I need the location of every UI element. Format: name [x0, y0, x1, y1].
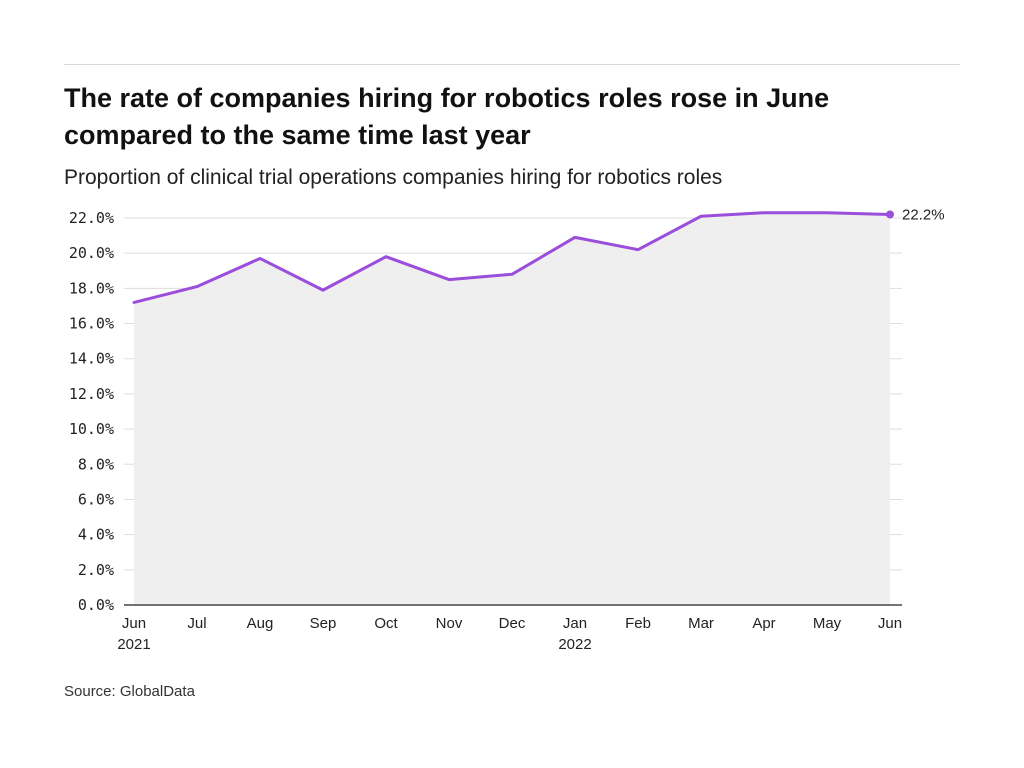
x-tick-year-label: 2022 [558, 636, 591, 653]
x-tick-year-label: 2021 [117, 636, 150, 653]
x-tick-label: Aug [247, 615, 274, 632]
chart-subtitle: Proportion of clinical trial operations … [64, 166, 723, 189]
y-tick-label: 6.0% [78, 490, 114, 508]
x-tick-label: Apr [752, 615, 775, 632]
y-tick-label: 16.0% [69, 315, 114, 333]
x-tick-label: Jun [878, 615, 902, 632]
y-tick-label: 20.0% [69, 244, 114, 262]
x-tick-label: Dec [499, 615, 526, 632]
x-tick-label: Sep [310, 615, 337, 632]
x-tick-label: May [813, 615, 842, 632]
series-line [132, 211, 892, 304]
y-tick-label: 0.0% [78, 596, 114, 614]
x-tick-label: Jun [122, 615, 146, 632]
y-tick-label: 8.0% [78, 455, 114, 473]
y-tick-label: 14.0% [69, 350, 114, 368]
x-tick-label: Oct [374, 615, 398, 632]
y-tick-label: 10.0% [69, 420, 114, 438]
chart-title: The rate of companies hiring for robotic… [64, 83, 830, 150]
y-tick-label: 4.0% [78, 526, 114, 544]
y-tick-label: 12.0% [69, 385, 114, 403]
x-tick-label: Nov [436, 615, 463, 632]
x-tick-label: Jan [563, 615, 587, 632]
end-value-label: 22.2% [902, 206, 945, 223]
last-point-marker [886, 210, 894, 219]
x-tick-label: Jul [187, 615, 206, 632]
x-tick-label: Mar [688, 615, 714, 632]
y-tick-label: 22.0% [69, 209, 114, 227]
series-area [134, 212, 890, 606]
y-tick-label: 2.0% [78, 561, 114, 579]
source-note: Source: GlobalData [64, 683, 195, 700]
y-tick-label: 18.0% [69, 279, 114, 297]
top-divider [64, 64, 960, 65]
x-tick-label: Feb [625, 615, 651, 632]
